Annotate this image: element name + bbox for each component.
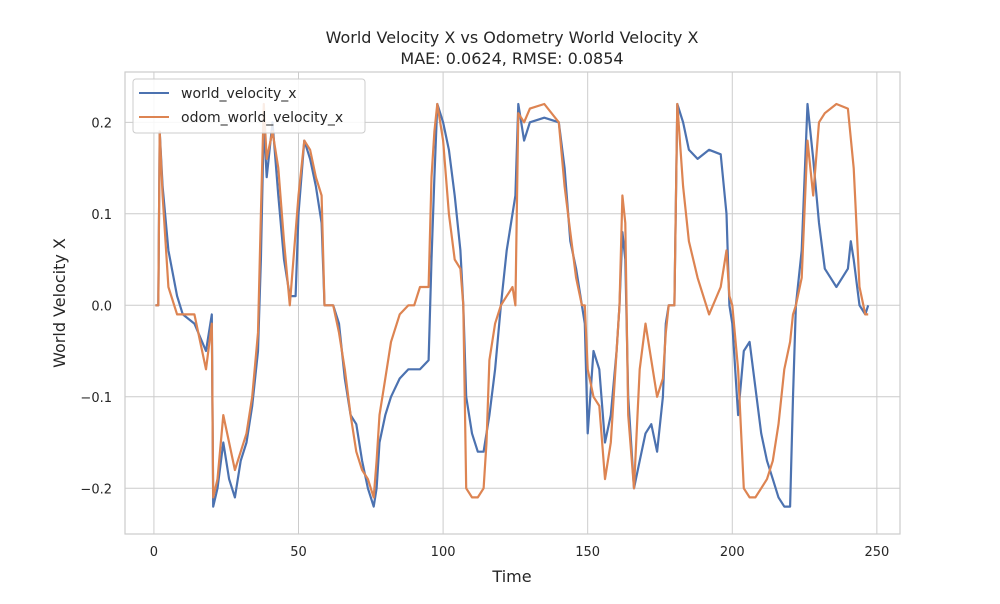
legend: world_velocity_x odom_world_velocity_x [132, 78, 366, 134]
y-tick-label: 0.0 [91, 299, 112, 314]
y-tick-label: 0.2 [91, 116, 112, 131]
legend-label-odom-world-velocity-x: odom_world_velocity_x [181, 110, 343, 126]
grid [125, 72, 900, 534]
x-ticks: 0 50 100 150 200 250 [150, 545, 890, 560]
x-tick-label: 50 [290, 545, 307, 560]
chart-title: World Velocity X vs Odometry World Veloc… [326, 28, 699, 47]
y-axis-label: World Velocity X [50, 238, 69, 368]
y-ticks: −0.2 −0.1 0.0 0.1 0.2 [80, 116, 112, 497]
x-tick-label: 200 [720, 545, 745, 560]
legend-box [132, 78, 366, 134]
x-axis-label: Time [491, 567, 531, 586]
legend-label-world-velocity-x: world_velocity_x [181, 86, 297, 102]
plot-frame [124, 71, 901, 535]
y-tick-label: 0.1 [91, 208, 112, 223]
y-tick-label: −0.2 [80, 482, 112, 497]
y-tick-label: −0.1 [80, 391, 112, 406]
x-tick-label: 250 [864, 545, 889, 560]
x-tick-label: 100 [431, 545, 456, 560]
series-lines [155, 102, 870, 508]
x-tick-label: 0 [150, 545, 158, 560]
chart-subtitle: MAE: 0.0624, RMSE: 0.0854 [400, 49, 623, 68]
series-line-odom-world-velocity-x [155, 102, 869, 499]
x-tick-label: 150 [575, 545, 600, 560]
